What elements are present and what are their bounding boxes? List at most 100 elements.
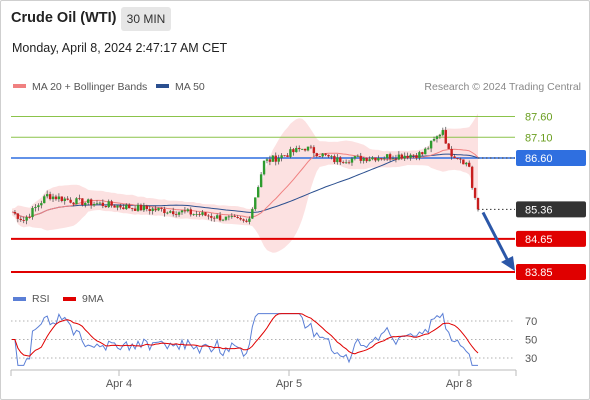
candle-body — [45, 194, 49, 197]
candle-body — [406, 155, 409, 158]
candle-body — [230, 216, 234, 217]
candle-body — [66, 198, 69, 200]
x-axis: Apr 4 Apr 5 Apr 8 — [10, 369, 517, 390]
last-label-box — [516, 201, 586, 218]
candle-body — [394, 158, 398, 160]
candle-body — [151, 208, 154, 212]
candle-body — [280, 155, 283, 159]
candle-body — [418, 152, 421, 158]
candle-body — [441, 130, 445, 135]
credit-text: Research © 2024 Trading Central — [424, 81, 581, 93]
candle-body — [339, 157, 342, 163]
candle-body — [139, 204, 143, 211]
candle-body — [25, 217, 28, 221]
candle-body — [154, 208, 157, 211]
candle-body — [453, 156, 456, 159]
candle-body — [359, 155, 362, 161]
ma50-legend-label: MA 50 — [175, 81, 205, 93]
candle-body — [98, 202, 102, 204]
candle-body — [271, 155, 275, 162]
rsi-tick-label: 70 — [525, 316, 537, 328]
candle-body — [330, 156, 333, 157]
candle-body — [444, 130, 447, 144]
candle-body — [450, 148, 453, 157]
candle-body — [415, 155, 418, 158]
candle-body — [43, 196, 46, 204]
candle-body — [277, 158, 280, 162]
candle-body — [63, 198, 66, 201]
candle-body — [251, 209, 254, 219]
candle-body — [110, 201, 113, 206]
candle-body — [470, 166, 474, 188]
candle-body — [300, 148, 304, 150]
candle-body — [333, 156, 336, 163]
candle-body — [16, 213, 20, 219]
pivot-label-box — [516, 150, 586, 166]
candle-body — [148, 209, 151, 212]
rsi-tick-label: 50 — [525, 335, 537, 347]
candle-body — [204, 212, 207, 216]
forecast-arrow-shaft — [481, 211, 511, 264]
rsi-tick-label: 30 — [525, 353, 537, 365]
candle-body — [371, 157, 374, 160]
candle-body — [283, 155, 286, 157]
ma50-legend-swatch — [156, 84, 169, 88]
candle-body — [78, 198, 81, 200]
candle-body — [142, 205, 146, 211]
candle-body — [341, 162, 345, 163]
candle-body — [312, 147, 316, 154]
rsi9ma-legend-label: 9MA — [82, 293, 104, 305]
candle-body — [189, 209, 192, 215]
candle-body — [465, 162, 468, 165]
support-label: 83.85 — [525, 267, 553, 279]
ma20-legend-label: MA 20 + Bollinger Bands — [32, 81, 147, 93]
candle-body — [295, 147, 298, 153]
candle-body — [95, 203, 99, 205]
forecast-arrow-head — [501, 256, 515, 271]
rsi-9ma-line — [12, 313, 479, 357]
candle-body — [221, 219, 225, 221]
candle-body — [391, 158, 395, 160]
candle-body — [160, 207, 163, 209]
candle-body — [274, 155, 277, 162]
timestamp: Monday, April 8, 2024 2:47:17 AM CET — [12, 41, 228, 55]
candle-body — [145, 205, 149, 210]
candle-body — [315, 153, 319, 157]
candle-body — [236, 216, 239, 219]
timeframe-button[interactable]: 30 MIN — [121, 7, 171, 31]
ma20-line — [11, 148, 479, 218]
candle-body — [186, 209, 190, 212]
candle-body — [51, 196, 55, 200]
resistance-label: 87.60 — [525, 112, 553, 124]
candle-body — [233, 216, 236, 217]
level-lines — [11, 116, 515, 273]
candle-body — [377, 158, 380, 161]
level-labels: 87.60 87.10 86.60 85.36 84.65 83.85 — [516, 112, 586, 280]
candle-body — [324, 153, 327, 155]
candle-body — [201, 212, 204, 215]
candle-body — [289, 149, 292, 157]
candle-body — [447, 143, 450, 149]
pivot-label: 86.60 — [525, 153, 553, 165]
candle-body — [169, 211, 172, 213]
instrument-title: Crude Oil (WTI) — [11, 10, 117, 26]
candle-body — [462, 159, 465, 165]
candle-body — [107, 201, 110, 208]
candle-body — [48, 194, 52, 200]
candle-body — [426, 148, 430, 150]
candle-body — [256, 187, 260, 198]
candle-body — [157, 207, 160, 211]
resistance-label: 87.10 — [525, 132, 553, 144]
candle-body — [227, 216, 231, 218]
ma20-legend-swatch — [13, 84, 26, 88]
x-tick-label: Apr 8 — [446, 378, 472, 390]
candle-body — [183, 210, 187, 212]
candle-body — [242, 219, 245, 221]
candle-body — [397, 154, 401, 160]
candle-body — [409, 154, 412, 158]
candle-body — [412, 154, 415, 156]
last-label: 85.36 — [525, 204, 553, 216]
candle-body — [84, 202, 87, 205]
candle-body — [254, 197, 257, 210]
